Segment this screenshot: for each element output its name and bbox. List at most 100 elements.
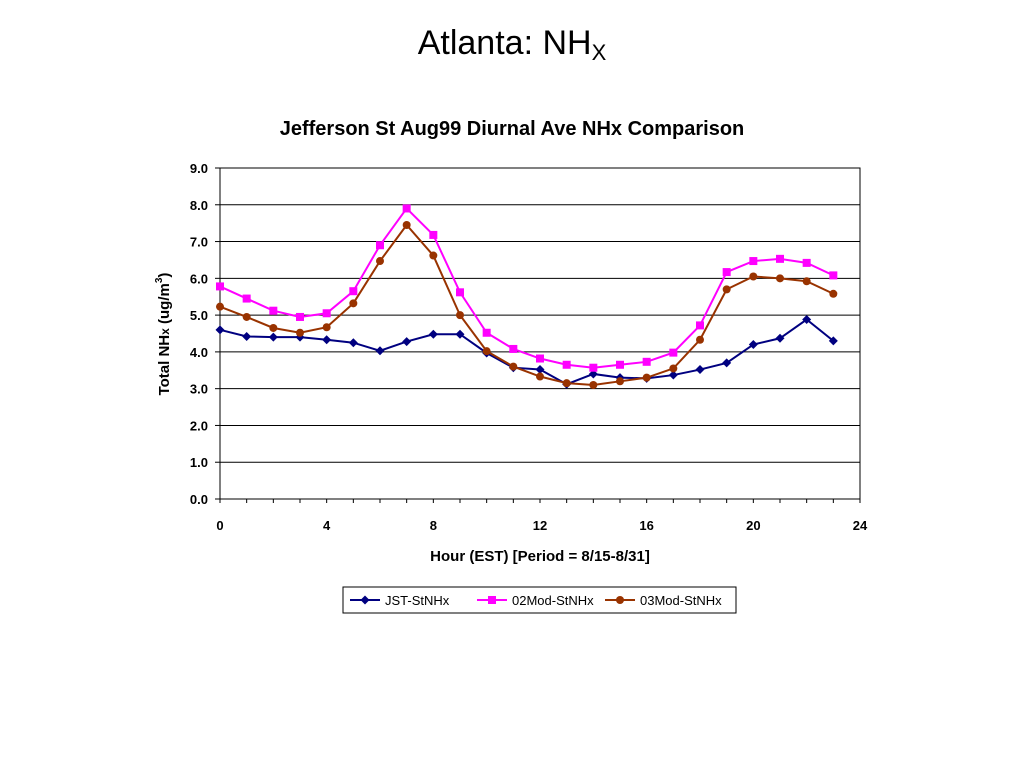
data-point [536, 354, 544, 363]
data-point [802, 258, 811, 267]
data-point [242, 294, 251, 303]
y-tick-label: 2.0 [190, 418, 208, 433]
data-point [428, 329, 438, 339]
series-03mod-stnhx [216, 221, 838, 389]
data-point [696, 335, 704, 344]
data-point [642, 357, 651, 366]
x-tick-label: 20 [746, 518, 760, 533]
y-tick-label: 4.0 [190, 345, 208, 360]
data-point [562, 379, 571, 388]
data-point [376, 257, 384, 266]
data-point [482, 347, 491, 356]
data-point [802, 315, 812, 325]
data-point [269, 306, 278, 315]
data-point [242, 331, 252, 341]
legend-marker [488, 596, 496, 604]
x-tick-label: 4 [323, 518, 331, 533]
data-point [589, 363, 598, 372]
data-point [242, 312, 251, 321]
data-point [402, 337, 412, 347]
data-point [348, 338, 358, 348]
data-point [455, 329, 465, 339]
data-point [722, 285, 731, 294]
data-point [322, 323, 331, 332]
series-line [219, 206, 834, 369]
data-point [215, 325, 225, 335]
legend-marker [616, 596, 624, 604]
data-point [562, 360, 571, 369]
data-point [269, 323, 278, 332]
data-point [296, 312, 304, 321]
data-point [642, 373, 651, 382]
series-line [219, 318, 834, 386]
series-layer [215, 204, 838, 389]
y-axis-label-part-a: Total NH [156, 335, 173, 396]
data-point [375, 346, 385, 356]
legend-item: JST-StNHx [350, 593, 450, 608]
y-axis-label-part-b: x [158, 328, 172, 335]
data-point [509, 362, 518, 371]
y-tick-labels: 0.0 1.0 2.0 3.0 4.0 5.0 6.0 7.0 8.0 9.0 [190, 161, 208, 507]
legend-item: 02Mod-StNHx [477, 593, 594, 608]
data-point [322, 309, 331, 318]
data-point [509, 344, 518, 353]
slide-title-main: Atlanta: NH [417, 24, 592, 62]
y-axis-label-part-d: 3 [154, 277, 165, 283]
data-point [829, 271, 838, 280]
data-point [696, 321, 704, 330]
data-point [669, 348, 678, 357]
x-tick-labels: 0 4 8 12 16 20 24 [216, 518, 868, 533]
data-point [456, 288, 464, 297]
data-point [402, 204, 411, 213]
data-point [722, 358, 732, 368]
legend-label: 03Mod-StNHx [640, 593, 722, 608]
data-point [268, 332, 278, 342]
plot-area-border [219, 167, 861, 500]
y-tick-label: 9.0 [190, 161, 208, 176]
legend-marker [360, 595, 370, 605]
data-point [376, 241, 384, 250]
legend-label: 02Mod-StNHx [512, 593, 594, 608]
data-point [722, 268, 731, 277]
data-point [216, 282, 224, 291]
legend: JST-StNHx 02Mod-StNHx 03Mod-StNHx [342, 586, 737, 614]
data-point [828, 336, 838, 346]
legend-label: JST-StNHx [385, 593, 450, 608]
y-tick-label: 1.0 [190, 455, 208, 470]
chart-title: Jefferson St Aug99 Diurnal Ave NHx Compa… [279, 118, 745, 140]
grid-lines [220, 167, 860, 463]
data-point [695, 365, 705, 375]
series-02mod-stnhx [216, 204, 838, 372]
y-tick-label: 6.0 [190, 271, 208, 286]
data-point [535, 365, 545, 375]
x-tick-label: 24 [853, 518, 868, 533]
axes [215, 167, 861, 503]
data-point [589, 380, 598, 389]
y-tick-label: 8.0 [190, 198, 208, 213]
series-line [219, 223, 834, 386]
x-tick-label: 16 [639, 518, 653, 533]
data-point [456, 311, 464, 320]
legend-box [342, 586, 737, 614]
data-point [616, 360, 624, 369]
legend-item: 03Mod-StNHx [605, 593, 722, 608]
data-point [588, 369, 598, 379]
data-point [349, 299, 358, 308]
data-point [802, 277, 811, 286]
y-tick-label: 7.0 [190, 235, 208, 250]
slide-title: Atlanta: NHX [0, 24, 1024, 66]
data-point [776, 274, 784, 283]
y-axis-label: Total NHx (ug/m3) [154, 273, 173, 396]
y-tick-label: 0.0 [190, 492, 208, 507]
x-axis-label: Hour (EST) [Period = 8/15-8/31] [430, 548, 650, 565]
data-point [296, 328, 304, 337]
data-point [669, 364, 678, 373]
data-point [616, 377, 624, 386]
data-point [322, 335, 332, 345]
data-point [668, 370, 678, 380]
data-point [748, 340, 758, 350]
data-point [349, 287, 358, 296]
data-point [536, 372, 544, 381]
data-point [829, 289, 838, 298]
